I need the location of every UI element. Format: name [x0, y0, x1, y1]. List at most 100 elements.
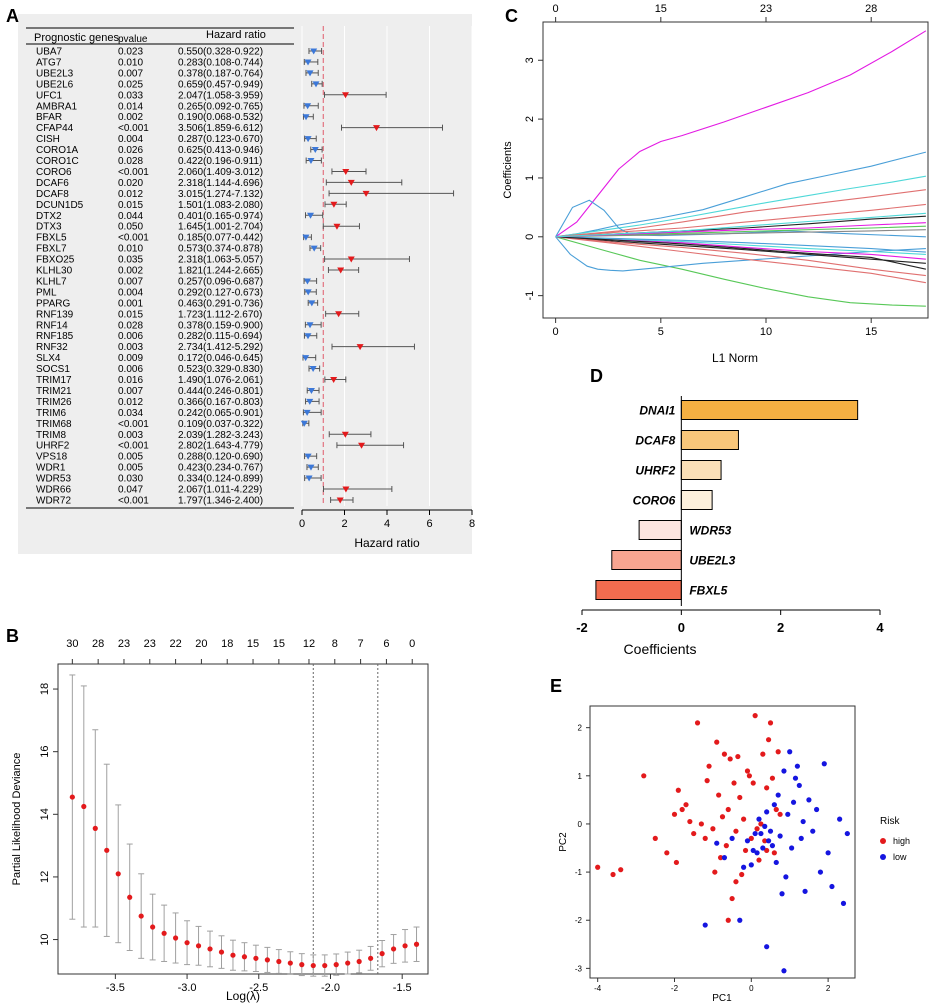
forest-hr-marker: [307, 464, 315, 471]
forest-hr-value: 2.060(1.409-3.012): [178, 167, 263, 178]
forest-gene-label: DCAF8: [36, 189, 69, 200]
pca-point-high: [773, 806, 779, 813]
forest-gene-label: TRIM8: [36, 430, 66, 441]
pca-point-high: [744, 768, 751, 774]
forest-hr-value: 2.802(1.643-4.779): [178, 441, 263, 452]
pca-point-low: [752, 830, 758, 837]
forest-hr-value: 0.185(0.077-0.442): [178, 233, 263, 244]
pca-point-low: [777, 833, 783, 839]
pca-point-high: [725, 917, 731, 923]
pca-plot-frame: [589, 705, 856, 979]
forest-hr-value: 0.287(0.123-0.670): [178, 134, 263, 145]
forest-gene-label: SOCS1: [36, 364, 70, 375]
cv-point: [379, 951, 385, 957]
path-series-line: [555, 236, 926, 277]
forest-gene-label: CORO1A: [36, 145, 79, 156]
pca-point-high: [716, 792, 722, 798]
cv-point: [207, 946, 213, 952]
pca-legend-low-marker: [880, 854, 886, 860]
pca-point-high: [698, 821, 704, 827]
path-top-label: 0: [553, 3, 559, 15]
forest-gene-label: UBE2L6: [36, 79, 74, 90]
cv-point: [253, 955, 259, 961]
forest-hr-value: 1.645(1.001-2.704): [178, 222, 263, 233]
pca-point-high: [683, 802, 689, 808]
panel-label-a: A: [6, 6, 19, 26]
pca-point-high: [765, 737, 772, 743]
forest-hr-marker: [335, 311, 343, 318]
cv-y-tick-label: 18: [39, 683, 51, 695]
pca-point-high: [733, 828, 739, 834]
forest-gene-label: BFAR: [36, 112, 62, 123]
pca-point-low: [821, 761, 827, 767]
path-y-tick-label: -1: [524, 291, 536, 301]
forest-hr-marker: [358, 442, 366, 449]
pca-point-high: [729, 895, 735, 902]
forest-hr-marker: [304, 333, 312, 340]
coef-bar-label: UHRF2: [635, 464, 675, 478]
path-series-line: [555, 236, 926, 260]
coef-bar: [638, 520, 682, 540]
forest-gene-label: CORO6: [36, 167, 72, 178]
pca-point-high: [758, 821, 764, 827]
cv-top-label: 15: [247, 638, 259, 650]
forest-pvalue: 0.015: [118, 309, 143, 320]
cv-point: [218, 949, 225, 955]
forest-hr-marker: [304, 453, 312, 460]
pca-point-high: [777, 811, 783, 817]
forest-hr-marker: [303, 278, 311, 285]
coef-bar: [680, 490, 713, 510]
pca-x-tick-label: 0: [749, 984, 754, 993]
pca-point-high: [735, 753, 741, 760]
forest-pvalue: 0.034: [118, 408, 143, 419]
forest-hr-value: 0.282(0.115-0.694): [178, 331, 262, 342]
forest-hr-value: 0.523(0.329-0.830): [178, 364, 263, 375]
coef-x-tick-label: 0: [678, 620, 685, 635]
pca-y-tick-label: 1: [578, 772, 583, 781]
pca-point-low: [758, 830, 764, 837]
forest-hr-value: 1.821(1.244-2.665): [178, 266, 263, 277]
cv-y-tick-label: 14: [39, 808, 51, 820]
pca-point-high: [702, 835, 708, 841]
cv-point: [264, 957, 270, 963]
cv-y-tick-label: 12: [39, 871, 51, 883]
cv-top-label: 23: [118, 638, 130, 650]
pca-point-high: [731, 780, 737, 786]
cv-top-label: 18: [221, 638, 233, 650]
forest-hr-marker: [311, 147, 319, 154]
cv-point: [276, 958, 282, 965]
forest-hr-marker: [306, 322, 314, 329]
forest-pvalue: 0.020: [118, 178, 143, 189]
forest-gene-label: CFAP44: [36, 123, 74, 134]
pca-point-low: [789, 845, 795, 851]
forest-pvalue: 0.035: [118, 255, 143, 266]
pca-y-tick-label: -1: [575, 868, 583, 877]
cv-top-label: 6: [383, 638, 389, 650]
forest-hr-value: 0.242(0.065-0.901): [178, 408, 263, 419]
pca-point-high: [775, 749, 781, 755]
forest-pvalue: 0.009: [118, 353, 143, 364]
forest-hr-marker: [347, 256, 355, 263]
pca-point-low: [783, 874, 789, 880]
forest-gene-label: KLHL7: [36, 276, 67, 287]
forest-hr-marker: [307, 212, 315, 219]
cv-top-label: 22: [169, 638, 181, 650]
forest-pvalue: 0.028: [118, 156, 143, 167]
cv-plot-frame: [57, 663, 429, 975]
pca-legend-high-marker: [880, 838, 886, 844]
forest-gene-label: RNF14: [36, 320, 68, 331]
forest-pvalue: <0.001: [118, 495, 149, 506]
forest-hr-marker: [341, 92, 349, 99]
panel-a: A Prognostic genes pvalue Hazard ratio U…: [6, 6, 475, 554]
forest-x-tick-label: 8: [469, 518, 475, 530]
forest-hr-marker: [356, 344, 364, 351]
coef-bar-label: UBE2L3: [689, 554, 735, 568]
forest-gene-label: UBE2L3: [36, 68, 74, 79]
cv-top-label: 30: [66, 638, 78, 650]
pca-point-high: [725, 806, 731, 813]
forest-hr-marker: [307, 387, 315, 394]
forest-pvalue: 0.026: [118, 145, 143, 156]
cv-x-tick-label: -3.0: [178, 982, 197, 994]
forest-hr-marker: [306, 398, 314, 405]
forest-pvalue: 0.033: [118, 90, 143, 101]
